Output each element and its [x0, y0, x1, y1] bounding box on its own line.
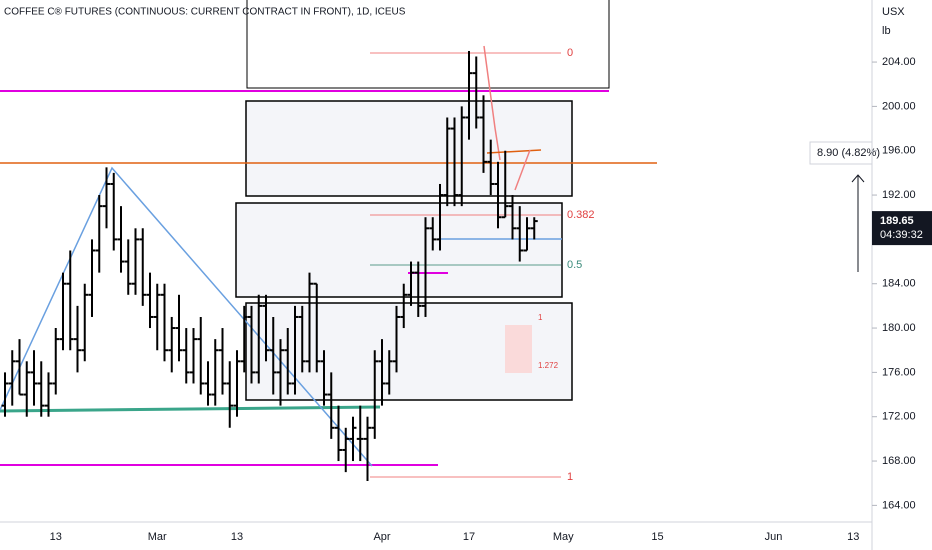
- y-tick-label: 196.00: [882, 145, 916, 157]
- box: [235, 202, 563, 298]
- fib-label: 0.382: [567, 209, 595, 221]
- unit-label: lb: [882, 25, 891, 37]
- x-tick-label: May: [553, 531, 574, 543]
- x-tick-label: 17: [463, 531, 475, 543]
- y-tick-label: 204.00: [882, 56, 916, 68]
- measure-label: 8.90 (4.82%): [817, 147, 880, 159]
- trend-line: [0, 166, 373, 467]
- measure-arrow: [851, 174, 865, 183]
- x-tick-label: 13: [50, 531, 62, 543]
- x-tick-label: Mar: [148, 531, 167, 543]
- pattern-line: [483, 45, 501, 161]
- chart-title: COFFEE C® FUTURES (CONTINUOUS: CURRENT C…: [4, 7, 406, 18]
- extension-label: 1.272: [538, 361, 559, 370]
- y-tick-label: 176.00: [882, 366, 916, 378]
- box: [245, 100, 573, 197]
- countdown-label: 04:39:32: [880, 229, 923, 241]
- x-tick-label: Jun: [765, 531, 783, 543]
- y-tick-label: 180.00: [882, 322, 916, 334]
- fib-label: 0: [567, 47, 573, 59]
- drawings: 0 0.382 0.5 1 1 1.272 8.90 (4.82%): [0, 0, 880, 483]
- y-tick-label: 192.00: [882, 189, 916, 201]
- y-tick-label: 168.00: [882, 455, 916, 467]
- last-price-label: 189.65: [880, 215, 914, 227]
- extension-label: 1: [538, 313, 543, 322]
- fib-label: 0.5: [567, 259, 582, 271]
- pattern-line: [486, 149, 542, 154]
- fib-label: 1: [567, 471, 573, 483]
- extension-zone: [505, 325, 532, 373]
- x-tick-label: 13: [231, 531, 243, 543]
- y-tick-label: 184.00: [882, 278, 916, 290]
- pattern-line: [514, 149, 531, 191]
- y-tick-label: 164.00: [882, 499, 916, 511]
- y-tick-label: 172.00: [882, 411, 916, 423]
- x-tick-label: Apr: [373, 531, 390, 543]
- last-price-box: [872, 211, 932, 246]
- box: [246, 0, 610, 89]
- x-tick-label: 13: [847, 531, 859, 543]
- currency-label: USX: [882, 6, 905, 18]
- x-tick-label: 15: [651, 531, 663, 543]
- y-tick-label: 200.00: [882, 100, 916, 112]
- trend-line: [0, 405, 381, 413]
